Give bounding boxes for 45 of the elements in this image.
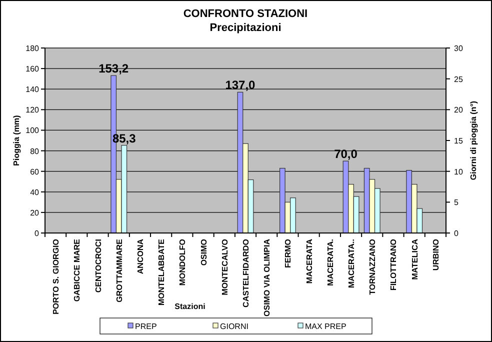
x-tick-label: MONDOLFO bbox=[178, 239, 188, 286]
chart-title: CONFRONTO STAZIONI bbox=[183, 8, 308, 20]
x-tick-label: GABICCE MARE bbox=[72, 238, 82, 302]
legend-label: PREP bbox=[135, 322, 157, 331]
y2-tick-label: 0 bbox=[454, 229, 459, 238]
x-tick-label: OSIMO VIA OLIMPIA bbox=[262, 238, 272, 316]
x-tick-label: CENTOCROCI bbox=[94, 239, 103, 293]
y-axis-title: Pioggia (mm) bbox=[12, 114, 21, 166]
x-tick-label: TORNAZZANO bbox=[368, 239, 378, 295]
x-tick-label: MACERATA bbox=[304, 238, 314, 284]
x-tick-label: MACERATA.. bbox=[347, 239, 356, 288]
x-tick-label: MATELICA bbox=[410, 238, 420, 280]
y2-axis-title: Giorni di pioggia (n°) bbox=[469, 100, 478, 180]
y-tick-label: 140 bbox=[26, 85, 40, 94]
y2-tick-label: 25 bbox=[454, 74, 464, 84]
x-tick-label: CASTELFIDARDO bbox=[242, 239, 250, 308]
data-label: 137,0 bbox=[225, 78, 256, 92]
y-tick-label: 100 bbox=[26, 126, 40, 136]
x-tick-label: URBINO bbox=[431, 239, 440, 271]
y-tick-label: 160 bbox=[26, 64, 40, 74]
y-tick-label: 20 bbox=[30, 208, 40, 218]
x-tick-label: GROTTAMMARE bbox=[114, 238, 124, 302]
x-tick-label: MONTECALVO bbox=[220, 239, 230, 296]
y2-tick-label: 20 bbox=[454, 106, 464, 115]
chart-subtitle: Precipitazioni bbox=[210, 22, 282, 34]
y2-tick-label: 10 bbox=[454, 167, 464, 176]
x-tick-label: OSIMO bbox=[199, 239, 208, 266]
y-tick-label: 120 bbox=[26, 106, 40, 115]
y-tick-label: 80 bbox=[30, 146, 40, 156]
y-tick-label: 180 bbox=[26, 44, 40, 53]
legend-label: GIORNI bbox=[220, 322, 248, 331]
x-tick-label: MACERATA. bbox=[326, 239, 335, 286]
y2-tick-label: 30 bbox=[454, 44, 464, 53]
y2-tick-label: 5 bbox=[454, 198, 459, 208]
x-tick-label: MONTELABBATE bbox=[157, 238, 166, 306]
x-axis-title: Stazioni bbox=[174, 302, 206, 311]
y2-tick-label: 15 bbox=[454, 136, 464, 146]
x-tick-label: FILOTTRANO bbox=[389, 239, 398, 291]
y-tick-label: 40 bbox=[30, 188, 40, 197]
y-tick-label: 0 bbox=[34, 229, 40, 238]
x-tick-label: ANCONA bbox=[136, 238, 145, 274]
x-tick-label: PORTO S. GIORGIO bbox=[52, 239, 61, 314]
x-tick-label: FERMO bbox=[284, 239, 293, 268]
y-tick-label: 60 bbox=[30, 167, 40, 176]
legend-label: MAX PREP bbox=[305, 322, 346, 331]
